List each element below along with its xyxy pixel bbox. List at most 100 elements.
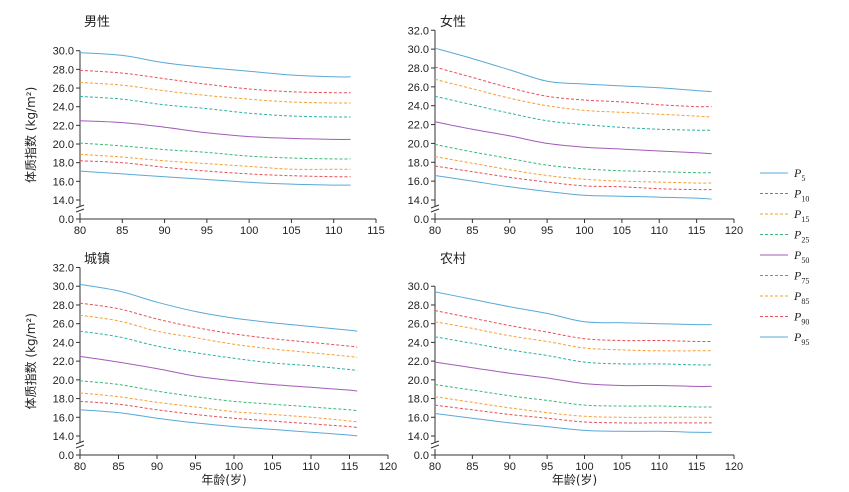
x-tick-label: 85 [466,225,478,237]
y-tick-label: 30.0 [408,44,429,56]
legend-label-base: P [793,289,802,303]
panel-4: 农村 0.0 14.0 16.0 18.0 20.0 22.0 24.0 26.0 28.0 30.… [408,252,744,487]
legend-label-base: P [793,207,802,221]
series-line-p95 [79,283,358,332]
x-tick-label: 110 [302,461,320,473]
x-tick-label: 110 [325,225,343,237]
y-tick-label: 16.0 [408,412,429,424]
y-axis-label: 体质指数 (kg/m²) [23,87,38,183]
panel-1: 男性 0.0 14.0 16.0 18.0 20.0 22.0 24.0 26.0 28.0 30.… [23,15,385,237]
series-line-p90 [79,69,351,94]
legend-label: P5 [793,166,805,183]
series-line-p50 [79,120,351,140]
x-tick-label: 90 [158,225,170,237]
legend-label-base: P [793,310,802,324]
y-tick-label: 16.0 [408,176,429,188]
series-line-p95 [434,47,712,93]
series-line-p10 [434,404,712,424]
axis-break-mark [75,204,85,213]
series-line-p15 [434,156,712,184]
y-tick-label: 26.0 [408,82,429,94]
x-tick-label: 110 [650,461,668,473]
axis-break-mark [75,440,85,449]
y-tick-label: 26.0 [408,319,429,331]
legend-label: P90 [793,310,809,327]
y-tick-label: 20.0 [53,139,74,151]
x-tick-label: 115 [688,461,706,473]
series-line-p10 [79,160,351,178]
panel-title: 城镇 [84,252,110,267]
y-tick-label: 18.0 [408,394,429,406]
x-tick-label: 90 [504,225,516,237]
y-tick-label: 14.0 [408,195,429,207]
panel-title: 男性 [84,15,110,30]
legend-label: P75 [793,269,809,286]
legend-label-subscript: 75 [801,277,809,286]
y-tick-label: 0.0 [414,214,429,226]
y-tick-label: 28.0 [408,300,429,312]
legend-label-base: P [793,248,802,262]
legend-label: P85 [793,289,809,306]
legend-label-subscript: 90 [801,318,809,327]
y-tick-label: 30.0 [53,46,74,58]
x-tick-label: 95 [541,225,553,237]
axis-break-mark [430,204,440,213]
x-tick-label: 90 [504,461,516,473]
y-tick-label: 20.0 [408,375,429,387]
x-tick-label: 105 [282,225,300,237]
x-tick-label: 120 [379,461,397,473]
y-tick-label: 20.0 [408,138,429,150]
x-tick-label: 115 [367,225,385,237]
series-line-p50 [79,355,358,392]
x-tick-label: 105 [263,461,281,473]
series-line-p5 [79,170,351,186]
x-tick-label: 95 [189,461,201,473]
x-tick-label: 100 [225,461,243,473]
series-line-p25 [79,380,358,412]
y-tick-label: 18.0 [53,158,74,170]
series-line-p10 [79,400,358,429]
y-tick-label: 22.0 [408,120,429,132]
legend-label-subscript: 10 [801,195,809,204]
x-tick-label: 120 [725,225,743,237]
y-tick-label: 14.0 [53,195,74,207]
legend-label-base: P [793,269,802,283]
legend-label-base: P [793,330,802,344]
series-line-p10 [434,165,712,191]
y-tick-label: 14.0 [408,431,429,443]
x-axis-label: 年龄(岁) [552,472,597,487]
y-tick-label: 22.0 [408,356,429,368]
panel-title: 农村 [440,252,466,267]
legend-label-base: P [793,187,802,201]
y-tick-label: 26.0 [53,319,74,331]
y-tick-label: 18.0 [408,157,429,169]
y-tick-label: 22.0 [53,356,74,368]
series-line-p50 [434,121,712,155]
series-line-p85 [434,78,712,118]
series-line-p85 [79,314,358,358]
x-tick-label: 95 [201,225,213,237]
series-line-p75 [79,330,358,371]
panel-title: 女性 [440,14,466,30]
legend-label-base: P [793,228,802,242]
y-tick-label: 28.0 [408,63,429,75]
y-tick-label: 16.0 [53,412,74,424]
x-tick-label: 90 [151,461,163,473]
series-line-p75 [434,95,712,131]
y-tick-label: 0.0 [59,450,74,462]
y-tick-label: 0.0 [414,450,429,462]
panel-2: 女性 0.0 14.0 16.0 18.0 20.0 22.0 24.0 26.0 28.0 30.… [408,14,744,237]
x-tick-label: 80 [74,461,86,473]
series-line-p85 [434,321,712,352]
series-line-p15 [79,153,351,170]
y-tick-label: 28.0 [53,64,74,76]
x-tick-label: 100 [575,225,593,237]
y-tick-label: 26.0 [53,83,74,95]
series-line-p15 [79,392,358,423]
x-tick-label: 115 [341,461,359,473]
series-line-p15 [434,396,712,418]
series-line-p50 [434,361,712,387]
series-line-p75 [434,336,712,366]
y-tick-label: 16.0 [53,176,74,188]
